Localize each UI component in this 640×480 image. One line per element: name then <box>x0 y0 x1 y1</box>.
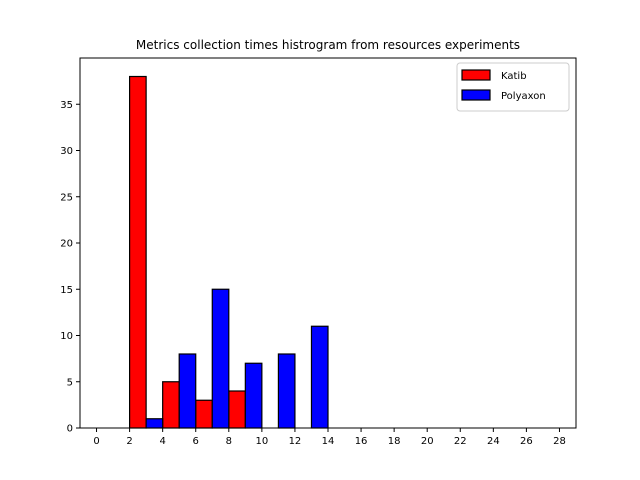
y-tick-label-2: 10 <box>60 331 73 342</box>
bar-polyaxon-3 <box>211 288 230 429</box>
legend: Katib Polyaxon <box>456 62 570 112</box>
bar-polyaxon-5 <box>277 353 296 429</box>
x-tick-label-6: 12 <box>289 436 302 447</box>
y-axis: 0 5 10 15 20 25 30 35 <box>60 100 80 435</box>
x-axis: 0 2 4 6 8 10 12 14 16 18 20 22 24 26 28 <box>93 428 566 447</box>
x-tick-label-14: 28 <box>553 436 566 447</box>
bar-katib-1 <box>129 75 147 429</box>
x-tick-label-13: 26 <box>520 436 533 447</box>
bar-polyaxon-1 <box>145 418 164 429</box>
x-tick-label-11: 22 <box>454 436 467 447</box>
bars-layer <box>129 75 329 429</box>
y-tick-label-5: 25 <box>60 192 73 203</box>
y-tick-label-4: 20 <box>60 239 73 250</box>
chart-title: Metrics collection times histrogram from… <box>136 38 520 52</box>
x-tick-label-3: 6 <box>193 436 199 447</box>
legend-swatch-katib <box>461 69 491 81</box>
y-tick-label-3: 15 <box>60 285 73 296</box>
bar-katib-4 <box>228 390 246 429</box>
y-tick-label-7: 35 <box>60 100 73 111</box>
y-tick-label-0: 0 <box>67 424 73 435</box>
bar-katib-2 <box>162 381 180 429</box>
bar-polyaxon-6 <box>310 325 329 429</box>
y-tick-label-6: 30 <box>60 146 73 157</box>
x-tick-label-7: 14 <box>322 436 335 447</box>
x-tick-label-8: 16 <box>355 436 368 447</box>
x-tick-label-10: 20 <box>421 436 434 447</box>
legend-label-katib: Katib <box>501 71 527 82</box>
x-tick-label-12: 24 <box>487 436 500 447</box>
x-tick-label-9: 18 <box>388 436 401 447</box>
x-tick-label-5: 10 <box>255 436 268 447</box>
x-tick-label-0: 0 <box>93 436 99 447</box>
bar-polyaxon-2 <box>178 353 197 429</box>
legend-label-polyaxon: Polyaxon <box>501 91 546 102</box>
x-tick-label-1: 2 <box>126 436 132 447</box>
x-tick-label-2: 4 <box>159 436 165 447</box>
bar-polyaxon-4 <box>244 362 263 429</box>
y-tick-label-1: 5 <box>67 377 73 388</box>
bar-katib-3 <box>195 399 213 429</box>
x-tick-label-4: 8 <box>226 436 232 447</box>
legend-swatch-polyaxon <box>461 89 491 101</box>
